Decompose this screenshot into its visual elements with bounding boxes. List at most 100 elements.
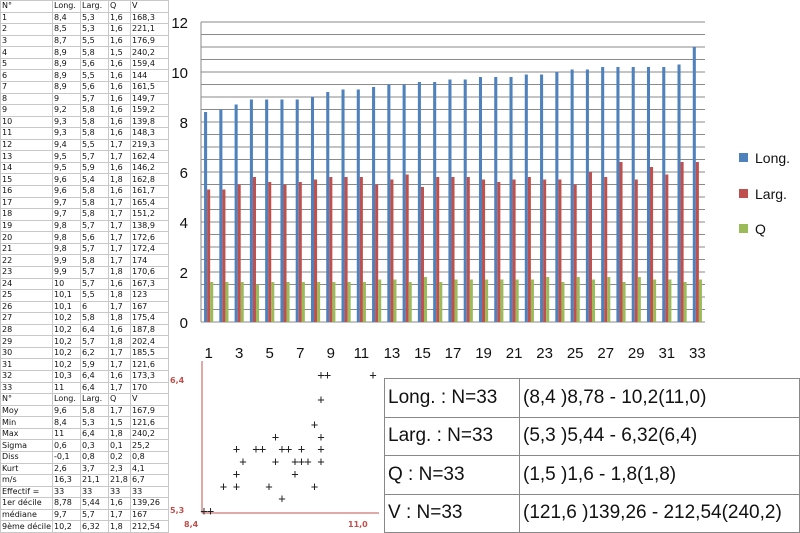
table-cell: 9,8 (52, 242, 81, 256)
stats-row: Effectif = 33 33 33 33 (0, 485, 169, 499)
scatter-point: + (272, 430, 279, 444)
y-tick-label: 2 (180, 265, 188, 282)
scatter-plot: + ++++++++ +++++++ +++++++ +++++++++ +6,45,38… (170, 361, 379, 529)
table-cell: 221,1 (130, 23, 169, 36)
stats-header-row: N° Long. Larg. Q V (0, 393, 169, 406)
table-row: 28 10,2 6,4 1,6 187,8 (0, 323, 169, 337)
bar-long-4 (249, 99, 253, 322)
table-cell: 174 (130, 254, 169, 267)
bar-larg-25 (573, 184, 577, 322)
table-cell: 9,6 (52, 173, 81, 186)
table-cell: 6,4 (80, 323, 109, 337)
table-cell: 10,2 (52, 358, 81, 371)
bar-larg-14 (405, 174, 409, 322)
table-cell: 168,3 (130, 11, 169, 25)
bar-larg-28 (619, 162, 623, 322)
bar-larg-6 (283, 184, 287, 322)
table-cell: 8,9 (52, 80, 81, 94)
table-cell: 5,8 (80, 196, 109, 210)
summary-row: Q : N=33 (1,5 )1,6 - 1,8(1,8) (384, 455, 800, 495)
table-cell: 170 (130, 381, 169, 395)
table-cell: 138,9 (130, 219, 169, 233)
table-cell: 1,8 (108, 289, 131, 302)
table-cell: N° (0, 0, 53, 13)
summary-row: Long. : N=33 (8,4 )8,78 - 10,2(11,0) (384, 378, 800, 418)
table-cell: 9 (52, 92, 81, 106)
table-cell: 139,8 (130, 115, 169, 129)
bar-larg-21 (512, 179, 516, 322)
table-cell: 1,8 (108, 312, 131, 325)
bar-larg-12 (375, 184, 379, 322)
scatter-point: + (233, 467, 240, 481)
table-row: 32 10,3 6,4 1,6 173,3 (0, 370, 169, 383)
table-cell: 5,8 (80, 46, 109, 59)
table-cell: 165,4 (130, 196, 169, 210)
table-cell: 240,2 (130, 427, 169, 441)
table-cell: Sigma (0, 439, 53, 452)
table-cell: 0,8 (80, 450, 109, 464)
bar-q-16 (439, 282, 443, 322)
scatter-point: + (311, 479, 318, 493)
table-cell: 19 (0, 219, 53, 233)
table-row: 10 9,3 5,8 1,6 139,8 (0, 115, 169, 129)
legend-label: Larg. (755, 186, 787, 202)
bar-q-18 (469, 279, 473, 322)
scatter-point: + (239, 455, 246, 469)
scatter-point: + (259, 442, 266, 456)
table-cell: 5,7 (80, 150, 109, 163)
table-cell: 5,6 (80, 57, 109, 71)
bar-long-8 (310, 97, 315, 322)
table-cell: 33 (130, 485, 169, 499)
table-cell: 8 (0, 92, 53, 106)
legend-swatch (739, 153, 748, 162)
table-row: 33 11 6,4 1,7 170 (0, 381, 169, 395)
bar-long-7 (295, 99, 299, 322)
stats-row: Kurt 2,6 3,7 2,3 4,1 (0, 462, 169, 476)
table-cell: 240,2 (130, 46, 169, 59)
table-cell: 9ème décile (0, 520, 53, 533)
bar-q-29 (637, 277, 641, 322)
bar-larg-2 (222, 189, 226, 322)
table-cell: 6,4 (80, 370, 109, 383)
bar-long-18 (463, 79, 467, 322)
summary-value: (1,5 )1,6 - 1,8(1,8) (519, 455, 800, 495)
table-cell: 172,6 (130, 231, 169, 244)
x-tick-label: 21 (506, 345, 523, 362)
table-cell: 173,3 (130, 370, 169, 383)
table-cell: 1,8 (108, 173, 131, 186)
table-cell: 121,6 (130, 416, 169, 429)
bar-long-28 (616, 67, 620, 322)
bar-long-27 (601, 67, 605, 322)
table-cell: 167,9 (130, 404, 169, 418)
table-cell: 1,7 (108, 404, 131, 418)
table-cell: 1,6 (108, 104, 131, 117)
bar-larg-15 (420, 187, 424, 322)
stats-row: Moy 9,6 5,8 1,7 167,9 (0, 404, 169, 418)
bar-larg-7 (298, 182, 302, 322)
table-cell: 25,2 (130, 439, 169, 452)
table-cell: 6,4 (80, 381, 109, 395)
table-cell: 162,8 (130, 173, 169, 186)
bar-larg-30 (650, 167, 654, 322)
table-cell: 1,6 (108, 323, 131, 337)
table-cell: 4 (0, 46, 53, 59)
table-cell: 1,6 (108, 80, 131, 94)
x-tick-label: 23 (536, 345, 553, 362)
scatter-point: + (291, 455, 298, 469)
table-cell: 6,2 (80, 346, 109, 360)
table-cell: 9,5 (52, 150, 81, 163)
bar-long-30 (646, 67, 651, 322)
table-cell: 1,6 (108, 92, 131, 106)
table-cell: 10,2 (52, 520, 81, 533)
table-cell: 33 (0, 381, 53, 395)
table-cell: N° (0, 393, 53, 406)
scatter-point: + (298, 455, 305, 469)
bar-long-32 (677, 64, 681, 322)
bar-larg-3 (237, 184, 241, 322)
table-cell: 0,2 (108, 450, 131, 464)
table-cell: 1,5 (108, 46, 131, 59)
table-cell: 172,4 (130, 242, 169, 256)
table-cell: médiane (0, 508, 53, 522)
table-cell: 6,32 (80, 520, 109, 533)
